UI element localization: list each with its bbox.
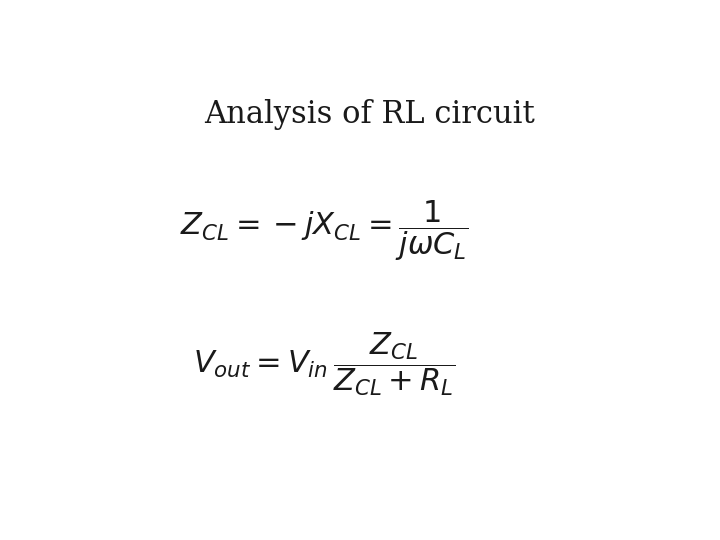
- Text: Analysis of RL circuit: Analysis of RL circuit: [204, 99, 534, 130]
- Text: $V_{out} = V_{in}\,\dfrac{Z_{CL}}{Z_{CL} + R_{L}}$: $V_{out} = V_{in}\,\dfrac{Z_{CL}}{Z_{CL}…: [193, 330, 456, 398]
- Text: $Z_{CL} = -jX_{CL} = \dfrac{1}{j\omega C_{L}}$: $Z_{CL} = -jX_{CL} = \dfrac{1}{j\omega C…: [180, 199, 469, 264]
